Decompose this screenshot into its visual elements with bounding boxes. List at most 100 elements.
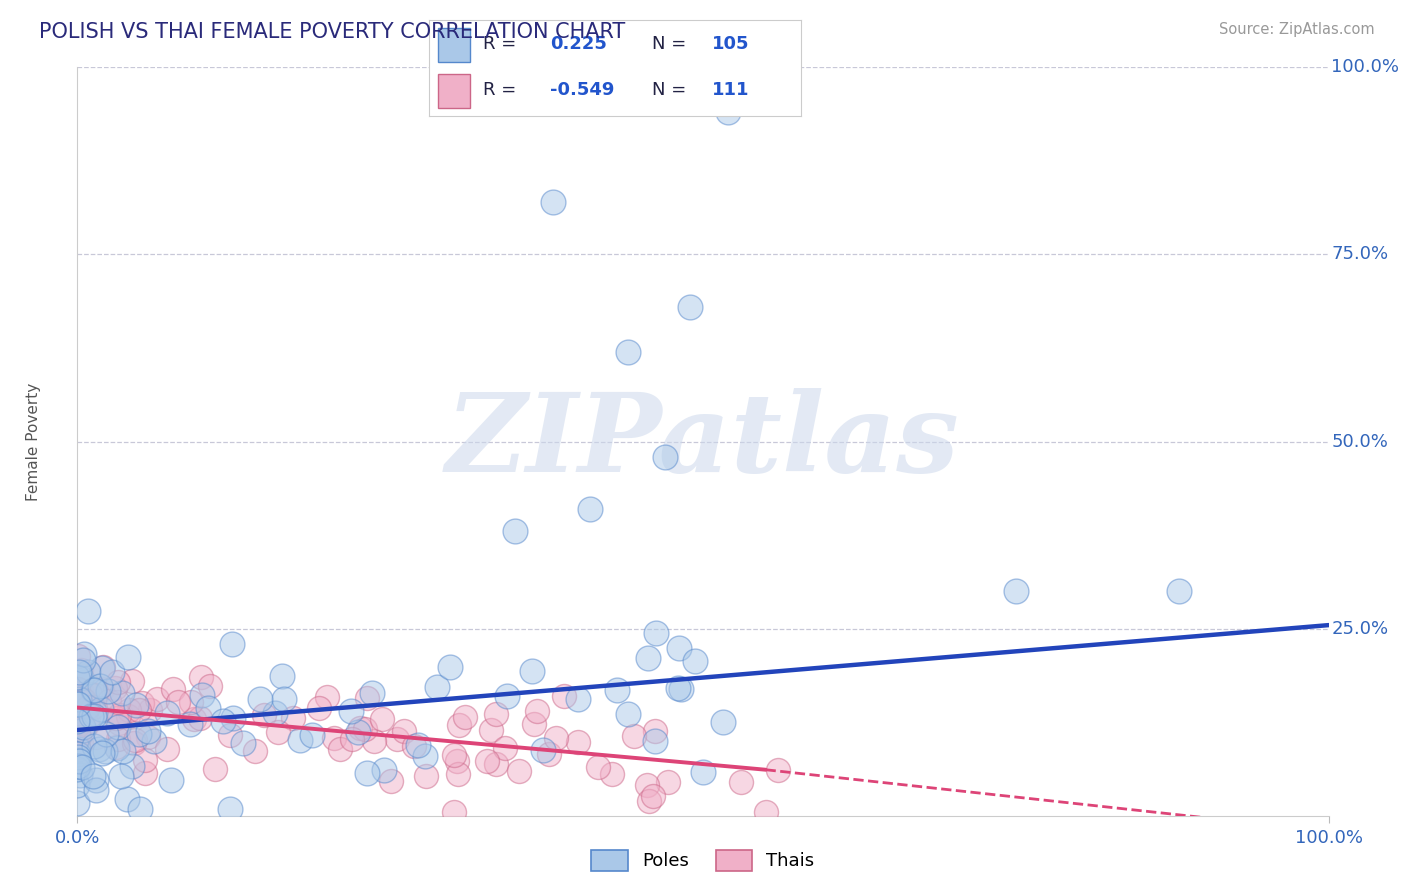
Point	[273, 692, 295, 706]
Point	[218, 728, 240, 742]
Point	[72, 720, 94, 734]
Point	[669, 682, 692, 697]
Point	[66, 714, 89, 728]
Point	[107, 720, 129, 734]
Point	[83, 683, 105, 698]
Point	[204, 762, 226, 776]
Bar	[439, 74, 470, 108]
Point	[66, 742, 89, 756]
Point	[402, 739, 425, 754]
Point	[508, 764, 530, 779]
Point	[162, 682, 184, 697]
Point	[72, 653, 94, 667]
Point	[754, 805, 776, 820]
Point	[66, 727, 89, 741]
Point	[544, 731, 567, 746]
Point	[67, 691, 90, 706]
Point	[253, 708, 276, 723]
Point	[139, 703, 162, 717]
Point	[623, 729, 645, 743]
Text: 25.0%: 25.0%	[1331, 620, 1388, 638]
Point	[567, 691, 589, 706]
Point	[183, 712, 205, 726]
Point	[354, 723, 377, 737]
Point	[654, 450, 676, 464]
Point	[67, 681, 90, 696]
Point	[679, 300, 702, 314]
Point	[66, 778, 89, 792]
Point	[380, 774, 402, 789]
Point	[84, 772, 107, 787]
Point	[494, 741, 516, 756]
Point	[66, 697, 89, 711]
Point	[67, 715, 90, 730]
Text: -0.549: -0.549	[550, 81, 614, 99]
Point	[69, 684, 91, 698]
Text: ZIPatlas: ZIPatlas	[446, 388, 960, 495]
Point	[636, 778, 658, 792]
Point	[156, 742, 179, 756]
Text: Female Poverty: Female Poverty	[27, 383, 41, 500]
Point	[602, 767, 624, 781]
Point	[136, 731, 159, 745]
Point	[290, 732, 312, 747]
Point	[160, 773, 183, 788]
Point	[112, 744, 135, 758]
Point	[77, 604, 100, 618]
Point	[449, 718, 471, 732]
Point	[107, 675, 129, 690]
Point	[617, 344, 640, 359]
Point	[66, 697, 89, 711]
Point	[485, 757, 508, 772]
Text: 111: 111	[711, 81, 749, 99]
Point	[212, 714, 235, 728]
Point	[323, 731, 346, 745]
Point	[94, 744, 117, 758]
Point	[124, 732, 146, 747]
Point	[84, 730, 107, 744]
Point	[537, 747, 560, 762]
Point	[579, 502, 602, 516]
Point	[683, 654, 706, 668]
Point	[73, 693, 96, 707]
Point	[128, 727, 150, 741]
Point	[190, 670, 212, 684]
Point	[188, 711, 211, 725]
Point	[129, 802, 152, 816]
Point	[124, 698, 146, 712]
Point	[221, 636, 243, 650]
Point	[121, 674, 143, 689]
Point	[443, 805, 465, 820]
Point	[339, 704, 361, 718]
Point	[730, 775, 752, 789]
Text: N =: N =	[652, 81, 686, 99]
Point	[97, 694, 120, 708]
Point	[70, 760, 93, 774]
Point	[637, 794, 659, 808]
Point	[356, 766, 378, 780]
Point	[142, 734, 165, 748]
Point	[105, 741, 128, 756]
Point	[361, 685, 384, 699]
Point	[266, 725, 288, 739]
Point	[66, 681, 89, 696]
Point	[668, 640, 690, 655]
Point	[232, 736, 254, 750]
Point	[75, 703, 97, 717]
Text: POLISH VS THAI FEMALE POVERTY CORRELATION CHART: POLISH VS THAI FEMALE POVERTY CORRELATIO…	[39, 22, 626, 42]
Point	[308, 701, 330, 715]
Point	[606, 683, 628, 698]
Point	[644, 724, 666, 739]
Point	[249, 691, 271, 706]
Point	[567, 735, 589, 749]
Text: 100.0%: 100.0%	[1331, 58, 1399, 76]
Bar	[439, 28, 470, 62]
Point	[346, 724, 368, 739]
Point	[553, 689, 575, 703]
Point	[617, 707, 640, 722]
Point	[711, 715, 734, 730]
Point	[392, 723, 415, 738]
Point	[107, 708, 129, 723]
Point	[1167, 584, 1189, 599]
Point	[104, 681, 127, 695]
